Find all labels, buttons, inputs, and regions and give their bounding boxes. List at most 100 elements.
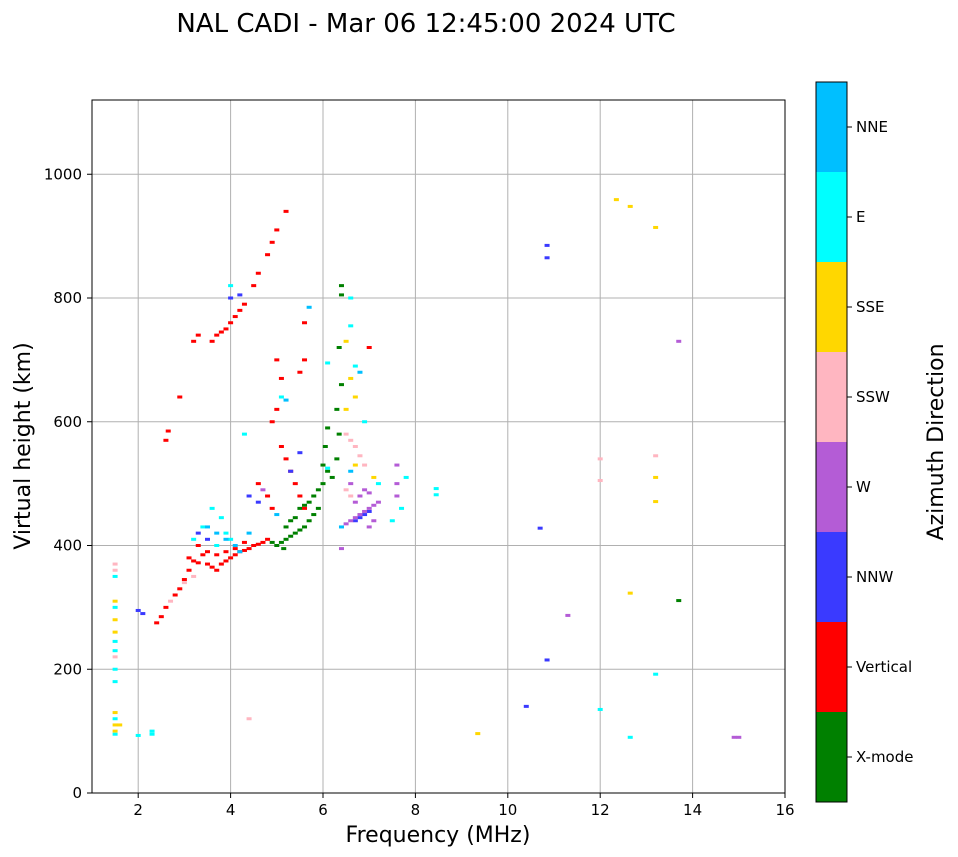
data-point [232,547,238,551]
data-point [218,562,224,566]
data-point [112,618,118,622]
data-point [357,513,363,517]
data-point [281,547,287,551]
data-point [362,488,368,492]
data-point [112,639,118,643]
data-point [228,284,234,288]
data-point [297,494,303,498]
data-point [352,364,358,368]
series-w [260,339,742,739]
data-point [246,494,252,498]
data-point [653,225,659,229]
colorbar-segment [816,172,847,262]
data-point [371,503,377,507]
data-point [394,463,400,467]
data-point [283,209,289,213]
y-tick-label: 800 [53,289,82,307]
series-vertical [154,209,372,625]
data-point [191,574,197,578]
data-point [334,407,340,411]
data-point [676,339,682,343]
data-point [731,735,737,739]
y-tick-label: 400 [53,537,82,555]
data-point [200,525,206,529]
data-point [209,565,215,569]
data-point [283,398,289,402]
colorbar-segment [816,622,847,712]
data-point [112,574,118,578]
data-point [241,540,247,544]
data-point [302,506,308,510]
data-point [343,432,349,436]
data-point [311,494,317,498]
data-point [357,454,363,458]
data-point [306,519,312,523]
data-point [366,506,372,510]
data-point [112,723,118,727]
data-point [265,494,271,498]
data-point [371,475,377,479]
data-point [399,506,405,510]
data-point [223,327,229,331]
data-point [214,544,220,547]
data-point [163,438,169,442]
data-point [241,302,247,306]
data-point [357,370,363,374]
data-point [597,707,603,711]
data-point [544,243,550,247]
data-point [348,519,354,523]
data-point [112,711,118,715]
data-point [177,395,183,399]
data-point [597,457,603,461]
data-point [205,537,210,541]
data-point [195,544,201,547]
data-point [246,531,252,535]
data-point [154,621,160,625]
data-point [375,500,381,504]
data-point [135,608,141,612]
data-point [274,544,280,547]
colorbar-tick-label: NNE [856,118,888,136]
data-point [237,550,243,554]
x-tick-label: 12 [591,801,610,819]
data-point [627,591,633,595]
data-point [112,649,118,653]
data-point [112,562,118,566]
colorbar-frame [815,81,848,803]
chart-title: NAL CADI - Mar 06 12:45:00 2024 UTC [176,9,675,39]
data-point [218,516,224,520]
data-point [195,531,201,535]
data-point [311,513,317,517]
data-point [209,506,215,510]
data-point [191,559,197,563]
data-point [366,346,372,349]
data-point [362,420,368,424]
series-nne [205,305,363,554]
data-point [223,537,229,541]
data-point [260,488,266,492]
colorbar-segment [816,262,847,352]
data-point [403,475,409,479]
data-point [357,516,363,520]
data-point [537,526,543,530]
data-point [302,525,308,529]
data-point [338,293,344,297]
data-point [209,339,215,343]
data-point [195,333,201,337]
data-point [343,522,349,526]
data-point [292,531,298,535]
data-point [232,553,238,557]
x-tick-label: 16 [775,801,794,819]
data-point [348,296,354,300]
x-tick-label: 6 [318,801,328,819]
y-tick-label: 1000 [44,165,82,183]
data-point [149,732,155,736]
colorbar: X-mode Vertical NNW W SSW SSE E NNE [815,81,913,803]
data-point [228,296,234,300]
data-point [348,376,354,380]
data-point [112,732,118,736]
data-point [348,482,354,486]
data-point [149,729,155,733]
data-point [544,256,550,260]
data-point [218,330,224,334]
